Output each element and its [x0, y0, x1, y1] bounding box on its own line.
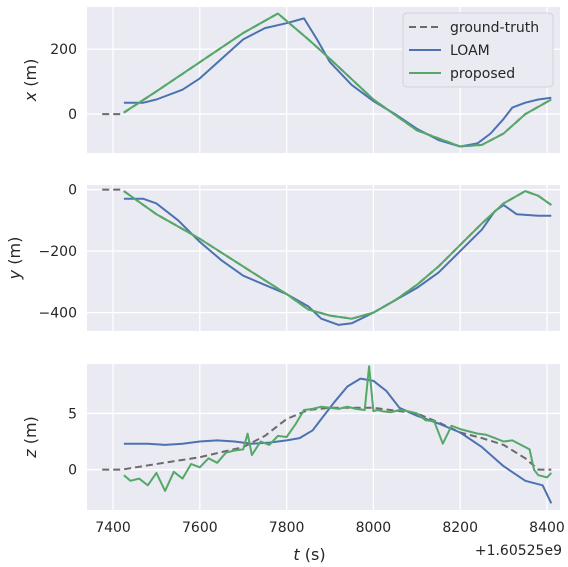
legend: ground-truth LOAM proposed [402, 12, 554, 88]
y-tick-label: 200 [50, 42, 77, 58]
plot-area [87, 364, 560, 510]
series-line-proposed [123, 365, 553, 492]
y-tick-label: 0 [68, 183, 77, 199]
subplot-2: 0 −200 −400 y (m) [5, 183, 560, 331]
plot-area [87, 185, 560, 331]
x-axis-label: t (s) [293, 545, 325, 564]
series-line-loam [123, 377, 553, 504]
y-axis-label: z (m) [21, 416, 40, 459]
series-line-proposed [123, 12, 552, 148]
y-tick-label: 5 [68, 406, 77, 422]
x-tick-label: 8200 [442, 520, 478, 536]
x-tick-label: 7800 [269, 520, 305, 536]
series-line-ground-truth [102, 406, 552, 471]
subplot-1: 0 200 x (m) ground-truth LOAM proposed [21, 7, 560, 153]
legend-label: ground-truth [450, 20, 539, 36]
y-tick-label: −400 [39, 306, 77, 322]
y-axis-label: y (m) [5, 237, 24, 281]
y-tick-label: 0 [68, 463, 77, 479]
subplot-3: 5 0 z (m) 7400 7600 7800 8000 8200 8400 t (s) +1.6… [21, 364, 565, 564]
series-line-proposed [123, 190, 552, 320]
legend-label: proposed [450, 66, 515, 82]
x-tick-label: 7600 [182, 520, 218, 536]
y-tick-label: 0 [68, 107, 77, 123]
y-axis-label: x (m) [21, 59, 40, 103]
x-tick-label: 8400 [529, 520, 565, 536]
series-line-loam [123, 17, 552, 148]
x-tick-label: 7400 [95, 520, 131, 536]
legend-box [402, 12, 554, 88]
y-tick-label: −200 [39, 244, 77, 260]
x-tick-label: 8000 [356, 520, 392, 536]
legend-label: LOAM [450, 43, 490, 59]
x-offset-text: +1.60525e9 [475, 543, 562, 559]
